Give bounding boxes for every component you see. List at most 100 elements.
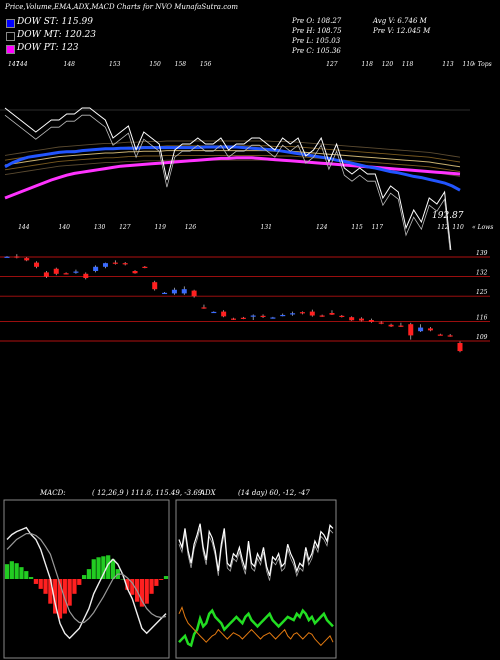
macd-histogram-bar <box>91 559 96 579</box>
candle-body <box>43 272 49 277</box>
candle-body <box>122 263 128 265</box>
top-tick-label: 113 <box>442 61 454 68</box>
candle-body <box>152 282 158 290</box>
lows-label: « Lows <box>472 224 493 231</box>
page-title: Price,Volume,EMA,ADX,MACD Charts for NVO… <box>5 3 238 11</box>
candle-body <box>191 290 197 297</box>
candle-body <box>171 289 177 294</box>
candle-body <box>359 318 365 321</box>
last-value-label: 192.87 <box>432 211 464 221</box>
pt-ema-line <box>4 156 461 200</box>
macd-signal-line <box>6 532 167 624</box>
top-tick-label: 150 <box>149 61 161 68</box>
bottom-tick-label: 119 <box>154 224 166 231</box>
candle-body <box>4 256 10 258</box>
candle-body <box>102 263 108 267</box>
candle-body <box>299 312 305 314</box>
price-level-label: 139 <box>476 250 488 257</box>
bottom-tick-label: 127 <box>119 224 131 231</box>
candle-body <box>280 314 286 317</box>
price-level-label: 125 <box>476 289 488 296</box>
candle-body <box>250 315 256 317</box>
candle-body <box>378 322 384 324</box>
candle-body <box>201 307 207 309</box>
adx-shadow-line <box>178 528 334 581</box>
legend-label-st: DOW ST: 115.99 <box>17 17 93 27</box>
bottom-tick-label: 112 <box>437 224 449 231</box>
price-level-label: 109 <box>476 334 488 341</box>
candle-body <box>447 335 453 337</box>
macd-histogram-bar <box>19 567 24 579</box>
bottom-tick-label: 144 <box>18 224 30 231</box>
candle-body <box>418 327 424 332</box>
macd-histogram-bar <box>57 579 63 619</box>
macd-histogram-bar <box>96 557 101 579</box>
macd-histogram-bar <box>28 577 34 579</box>
ema-band-line <box>4 140 461 158</box>
legend-swatch-pt <box>6 45 15 54</box>
candle-body <box>437 334 443 336</box>
candle-body <box>53 268 59 274</box>
candle-body <box>221 311 227 317</box>
candle-body <box>34 262 40 267</box>
macd-histogram-bar <box>144 579 149 604</box>
bottom-tick-label: 124 <box>316 224 328 231</box>
macd-histogram-bar <box>120 579 125 580</box>
top-tick-label: 110 <box>463 61 475 68</box>
stat-high: Pre H: 108.75 <box>292 27 342 35</box>
top-tick-label: 127 <box>326 61 338 68</box>
candle-body <box>319 315 325 317</box>
candle-body <box>339 315 345 317</box>
bottom-tick-label: 110 <box>452 224 464 231</box>
candle-body <box>162 292 168 295</box>
candle-body <box>24 258 30 261</box>
macd-histogram-bar <box>77 579 82 585</box>
price-low-line <box>4 114 451 250</box>
macd-histogram-bar <box>62 579 67 614</box>
bottom-tick-label: 131 <box>261 224 272 231</box>
ema-band-line <box>4 154 461 173</box>
macd-histogram-bar <box>33 579 39 584</box>
stat-open: Pre O: 108.27 <box>292 17 342 25</box>
candle-body <box>181 289 187 294</box>
candle-body <box>408 324 414 336</box>
plus-di-line <box>178 608 334 648</box>
candle-body <box>240 317 246 319</box>
bottom-tick-label: 115 <box>351 224 363 231</box>
macd-histogram-bar <box>110 559 116 579</box>
top-tick-label: 118 <box>402 61 414 68</box>
macd-label: MACD: <box>40 489 66 497</box>
stat-low: Pre L: 105.03 <box>292 37 341 45</box>
candle-body <box>457 342 463 352</box>
macd-histogram-bar <box>81 575 87 579</box>
stat-prev-volume: Pre V: 12.045 M <box>373 27 431 35</box>
top-tick-label: 148 <box>64 61 76 68</box>
mt-ema-line <box>4 150 461 168</box>
adx-params: (14 day) 60, -12, -47 <box>238 489 310 497</box>
price-level-label: 132 <box>476 270 488 277</box>
candle-body <box>290 313 296 315</box>
minus-di-line <box>178 606 334 647</box>
macd-histogram-bar <box>48 579 53 604</box>
price-level-label: 116 <box>476 314 488 321</box>
top-tick-label: 147 <box>8 61 20 68</box>
macd-histogram-bar <box>53 579 58 614</box>
candle-body <box>83 273 89 278</box>
macd-histogram-bar <box>67 579 72 606</box>
top-tick-label: 158 <box>175 61 187 68</box>
macd-histogram-bar <box>139 579 145 607</box>
macd-histogram-bar <box>86 569 92 579</box>
macd-line <box>6 526 167 640</box>
macd-histogram-bar <box>106 555 111 579</box>
top-tick-label: 153 <box>109 61 121 68</box>
candle-body <box>427 328 433 331</box>
adx-panel-frame <box>175 499 337 659</box>
macd-histogram-bar <box>154 579 159 586</box>
bottom-tick-label: 140 <box>59 224 71 231</box>
legend-label-mt: DOW MT: 120.23 <box>17 30 96 40</box>
macd-histogram-bar <box>43 579 48 594</box>
bottom-tick-label: 126 <box>185 224 197 231</box>
bottom-tick-label: 117 <box>372 224 384 231</box>
